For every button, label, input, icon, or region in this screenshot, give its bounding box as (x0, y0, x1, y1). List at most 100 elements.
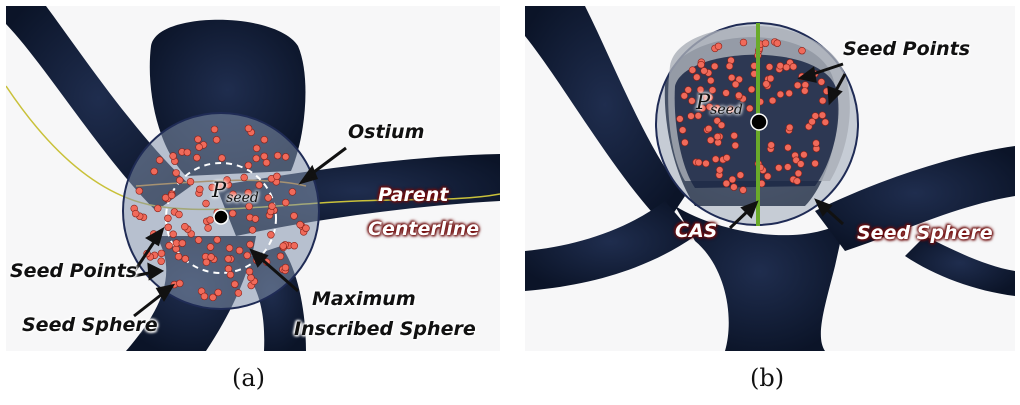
seed-point (801, 87, 809, 95)
seed-point (775, 164, 783, 172)
seed-point (213, 236, 221, 244)
vessel-right-branch (815, 146, 1015, 251)
seed-point (244, 161, 253, 170)
seed-point (722, 89, 730, 97)
p-seed-point (750, 113, 768, 131)
caption-a: (a) (232, 364, 266, 392)
seed-point (302, 224, 310, 232)
seed-point (728, 175, 737, 184)
seed-point (794, 169, 803, 178)
seed-point (204, 224, 212, 232)
seed-point (246, 240, 254, 249)
seed-point (176, 176, 184, 184)
seed-point (694, 112, 703, 120)
seed-point (679, 126, 687, 134)
seed-point (776, 62, 784, 70)
seed-point (243, 251, 251, 260)
seed-point (224, 255, 232, 263)
seed-point (240, 173, 248, 182)
seed-point (730, 183, 738, 191)
seed-point (282, 153, 290, 161)
seed-point (761, 39, 770, 47)
seed-point (747, 85, 756, 94)
seed-point (164, 214, 172, 223)
seed-point (714, 42, 723, 50)
p-seed-main: P (212, 178, 227, 202)
seed-point (229, 190, 237, 199)
seed-point (728, 73, 736, 82)
seed-point (735, 91, 743, 100)
seed-point (268, 202, 276, 210)
seed-point (281, 263, 290, 272)
seed-point (226, 271, 235, 279)
label-seed-sphere: Seed Sphere (22, 314, 158, 336)
seed-point (713, 132, 722, 141)
seed-point (244, 124, 253, 133)
seed-point (202, 199, 210, 208)
seed-point (247, 274, 255, 282)
seed-point (727, 105, 735, 114)
seed-point (154, 204, 162, 213)
seed-point (768, 96, 777, 105)
seed-point (712, 155, 720, 163)
vessel-left-lower (525, 201, 695, 291)
seed-point (165, 242, 173, 250)
seed-point (786, 123, 794, 132)
seed-point (178, 239, 187, 247)
seed-point (218, 154, 226, 162)
label-inscribed-sphere: Inscribed Sphere (294, 318, 476, 340)
seed-point (135, 187, 144, 195)
seed-point (811, 159, 819, 168)
seed-point (181, 223, 189, 231)
seed-point (696, 85, 705, 94)
label-cas: CAS (675, 220, 718, 242)
seed-point (225, 244, 234, 252)
seed-point (210, 125, 219, 134)
seed-point (698, 104, 707, 113)
seed-point (290, 242, 298, 250)
seed-point (762, 80, 770, 88)
label-centerline: Centerline (368, 218, 480, 240)
seed-point (245, 202, 253, 211)
seed-point (156, 156, 164, 164)
seed-point (765, 63, 774, 71)
seed-point (817, 78, 826, 86)
seed-point (176, 279, 184, 288)
seed-point (819, 96, 827, 105)
seed-point (267, 231, 275, 239)
seed-point (174, 252, 183, 261)
seed-point (260, 152, 268, 161)
seed-point (702, 159, 710, 168)
seed-point (731, 141, 740, 150)
seed-point (274, 151, 282, 160)
seed-point (706, 93, 714, 102)
seed-point (739, 186, 747, 194)
seed-point (785, 89, 793, 98)
seed-point (717, 121, 726, 129)
seed-point (231, 280, 239, 288)
panel-b-illustration (525, 6, 1015, 351)
seed-point (736, 171, 745, 179)
seed-point (821, 118, 829, 126)
seed-point (150, 167, 158, 176)
seed-point (773, 39, 782, 47)
seed-point (811, 112, 819, 120)
panel-a: Ostium Pseed Parent Centerline Seed Poin… (6, 6, 500, 351)
label-p-seed: Pseed (212, 178, 259, 206)
seed-point (244, 189, 252, 197)
label-seed-points: Seed Points (843, 38, 971, 60)
maximum-inscribed-sphere (165, 162, 277, 274)
seed-point (223, 176, 231, 184)
seed-point (248, 226, 257, 234)
seed-point (212, 136, 221, 144)
seed-point (262, 159, 271, 167)
label-ostium: Ostium (348, 121, 425, 143)
seed-point (684, 86, 692, 94)
seed-point (793, 177, 801, 185)
label-maximum: Maximum (312, 288, 416, 310)
seed-point (200, 292, 209, 301)
seed-point (186, 178, 195, 186)
seed-point (196, 185, 204, 194)
seed-point (782, 63, 791, 71)
seed-point (739, 38, 748, 47)
